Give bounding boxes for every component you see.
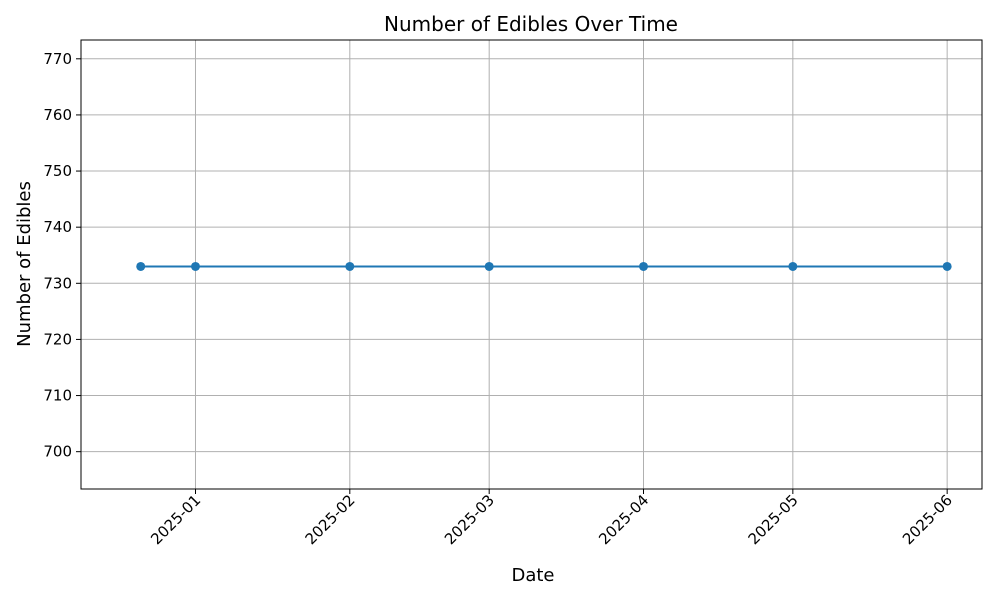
data-point (136, 261, 146, 271)
plot-area-frame (80, 39, 983, 490)
y-tick-label: 750 (43, 162, 72, 180)
data-point (190, 261, 200, 271)
y-axis-ticks: 700 710 720 730 740 750 760 770 (43, 50, 81, 461)
chart-title: Number of Edibles Over Time (384, 12, 678, 36)
x-tick-label: 2025-04 (595, 491, 652, 548)
y-tick-label: 740 (43, 218, 72, 236)
data-point (788, 261, 798, 271)
x-tick-label: 2025-05 (745, 491, 802, 548)
y-tick-label: 700 (43, 443, 72, 461)
x-tick-label: 2025-06 (899, 491, 956, 548)
x-tick-label: 2025-03 (441, 491, 498, 548)
data-point (345, 261, 355, 271)
data-series (136, 261, 952, 271)
data-point (484, 261, 494, 271)
y-axis-label: Number of Edibles (14, 181, 35, 347)
x-tick-label: 2025-01 (147, 491, 204, 548)
y-tick-label: 710 (43, 387, 72, 405)
y-tick-label: 760 (43, 106, 72, 124)
x-axis-ticks: 2025-01 2025-02 2025-03 2025-04 2025-05 2025-… (147, 489, 956, 548)
y-tick-label: 720 (43, 330, 72, 348)
grid-lines (81, 40, 982, 489)
y-tick-label: 730 (43, 274, 72, 292)
x-tick-label: 2025-02 (302, 491, 359, 548)
data-point (942, 261, 952, 271)
x-axis-label: Date (511, 565, 554, 586)
data-point (639, 261, 649, 271)
y-tick-label: 770 (43, 50, 72, 68)
